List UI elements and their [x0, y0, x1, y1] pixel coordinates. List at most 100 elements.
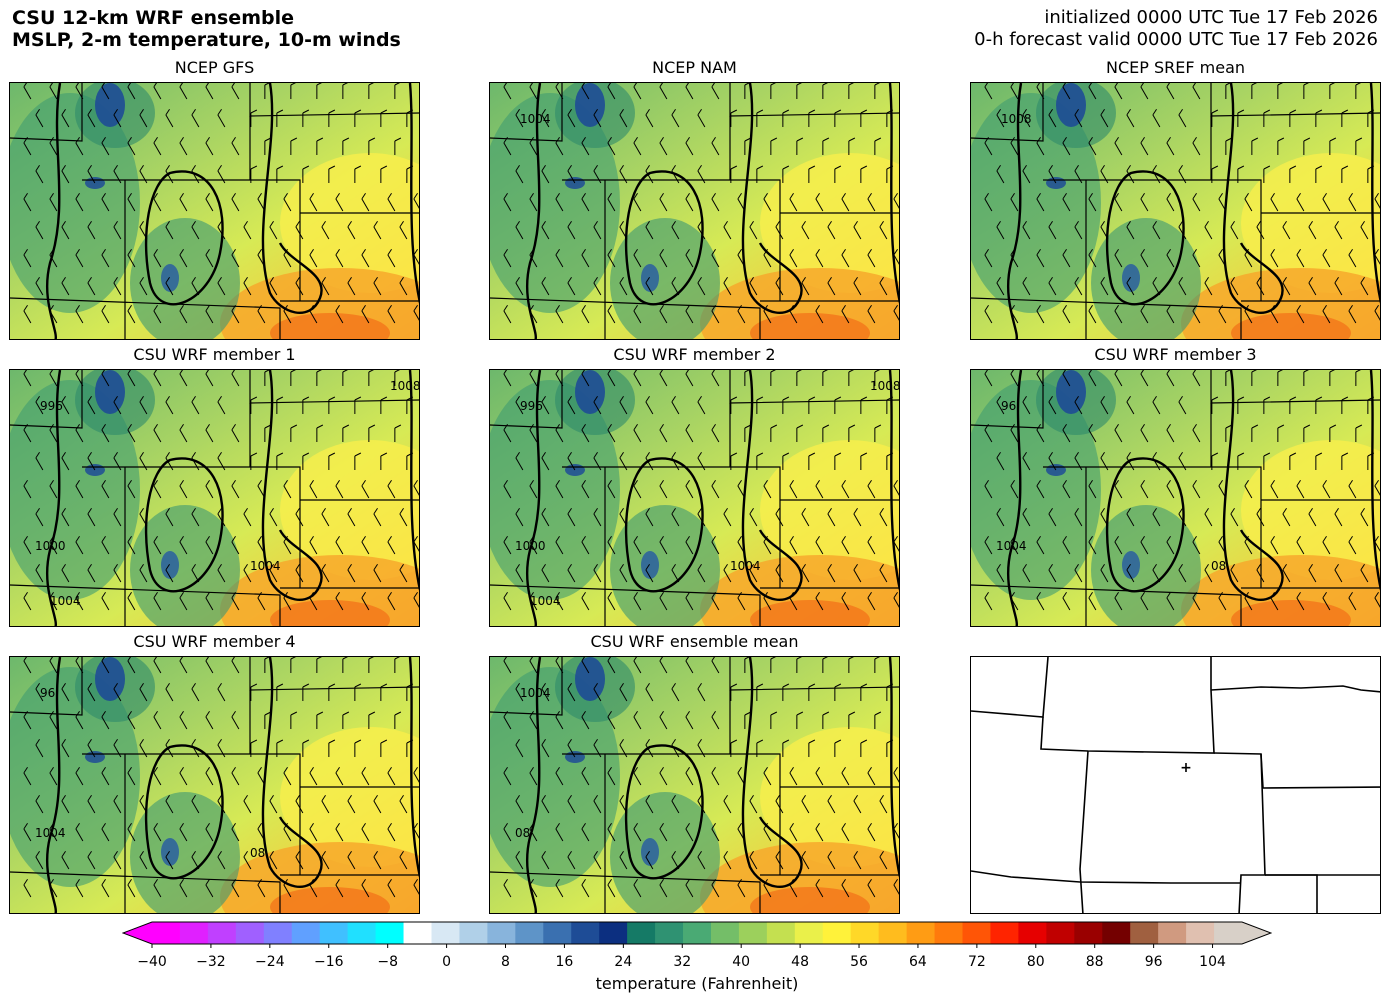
panel-csu-wrf-ensemble-mean: CSU WRF ensemble mean 1004 08 [489, 633, 900, 914]
colorbar-swatch [906, 922, 936, 944]
colorbar-swatch [291, 922, 321, 944]
state-border [1238, 753, 1266, 913]
colorbar-swatch [1046, 922, 1075, 944]
isobar-label: 1004 [520, 112, 551, 126]
domain-map-svg: + [971, 657, 1380, 913]
colorbar-swatch [1186, 922, 1215, 944]
colorbar-swatch [1130, 922, 1159, 944]
colorbar-tick-label: −24 [255, 954, 285, 970]
colorbar-swatch [375, 922, 405, 944]
map-ncep-nam: 1004 [489, 82, 900, 340]
colorbar-svg [121, 921, 1273, 948]
panel-title: CSU WRF member 1 [133, 345, 296, 364]
colorbar-swatch [263, 922, 293, 944]
colorbar-swatch [152, 922, 181, 944]
colorbar-swatch [403, 922, 433, 944]
isobar-label: 1004 [35, 826, 66, 840]
isobar-label: 1004 [50, 594, 81, 608]
panel-ncep-sref-mean: NCEP SREF mean 1008 [970, 59, 1381, 340]
colorbar-tick-label: −40 [137, 954, 167, 970]
panel-title: CSU WRF member 3 [1094, 345, 1257, 364]
init-time: initialized 0000 UTC Tue 17 Feb 2026 [1044, 7, 1378, 28]
colorbar-tick-label: 88 [1085, 954, 1104, 970]
colorbar-outline [121, 921, 1273, 945]
colorbar-tick-label: 80 [1026, 954, 1045, 970]
panel-domain-map: + [970, 656, 1381, 914]
isobar-label: 1004 [520, 686, 551, 700]
isobar-label: 08 [1211, 559, 1226, 573]
map-ensemble-mean: 1004 08 [489, 656, 900, 914]
isobar-label: 1008 [390, 379, 420, 393]
colorbar-tick-label: 16 [555, 954, 574, 970]
valid-time: 0-h forecast valid 0000 UTC Tue 17 Feb 2… [974, 29, 1378, 50]
state-border [1210, 685, 1380, 693]
isobar-label: 1004 [530, 594, 561, 608]
isobar-label: 1004 [996, 539, 1027, 553]
isobar-label: 96 [1001, 399, 1016, 413]
panel-title: CSU WRF member 2 [613, 345, 776, 364]
colorbar-min-arrow [122, 922, 152, 944]
colorbar-swatch [207, 922, 237, 944]
colorbar-tick-label: 48 [791, 954, 810, 970]
colorbar-swatch [655, 922, 684, 944]
colorbar-swatch [179, 922, 209, 944]
map-member-3: 96 1004 08 [970, 369, 1381, 627]
panel-csu-wrf-member-2: CSU WRF member 2 996 1000 1004 1004 1008 [489, 346, 900, 627]
isobar-label: 996 [40, 399, 63, 413]
map-field-svg: 1004 [490, 83, 899, 339]
colorbar-swatch [683, 922, 712, 944]
colorbar-swatch [738, 922, 768, 944]
colorbar-tick-label: 8 [501, 954, 510, 970]
state-border [1079, 750, 1089, 913]
colorbar-tick-label: 72 [967, 954, 986, 970]
panel-title: NCEP NAM [652, 58, 737, 77]
panel-title: CSU WRF ensemble mean [590, 632, 799, 651]
colorbar-tick-label: −32 [196, 954, 226, 970]
title-line-model: CSU 12-km WRF ensemble [12, 7, 294, 29]
title-line-fields: MSLP, 2-m temperature, 10-m winds [12, 29, 401, 51]
colorbar-swatch [962, 922, 992, 944]
isobar-label: 996 [520, 399, 543, 413]
isobar-label: 1008 [870, 379, 900, 393]
map-member-4: 96 1004 08 [9, 656, 420, 914]
colorbar-tick-label: 104 [1199, 954, 1226, 970]
colorbar-tick-label: 64 [909, 954, 927, 970]
colorbar-swatch [1158, 922, 1187, 944]
panel-title: CSU WRF member 4 [133, 632, 296, 651]
colorbar-swatch [235, 922, 265, 944]
map-ncep-gfs [9, 82, 420, 340]
map-field-svg: 96 1004 08 [971, 370, 1380, 626]
panel-ncep-nam: NCEP NAM 1004 [489, 59, 900, 340]
colorbar-swatch [627, 922, 656, 944]
colorbar-tick-label: 56 [850, 954, 868, 970]
colorbar-swatch [850, 922, 880, 944]
panel-csu-wrf-member-3: CSU WRF member 3 96 1004 08 [970, 346, 1381, 627]
colorbar-swatch [990, 922, 1020, 944]
colorbar-swatch [822, 922, 852, 944]
location-marker-icon: + [1180, 760, 1192, 776]
map-field-svg: 1004 08 [490, 657, 899, 913]
colorbar-swatch [710, 922, 740, 944]
colorbar-swatch [319, 922, 349, 944]
colorbar-tick-label: 40 [732, 954, 751, 970]
colorbar-swatch [599, 922, 628, 944]
panel-csu-wrf-member-1: CSU WRF member 1 996 1000 1004 1004 1008 [9, 346, 420, 627]
panel-title: NCEP SREF mean [1105, 58, 1246, 77]
colorbar-max-arrow [1242, 922, 1272, 944]
map-field-svg: 1008 [971, 83, 1380, 339]
colorbar-swatch [794, 922, 824, 944]
map-field-svg [10, 83, 419, 339]
colorbar-swatch [878, 922, 908, 944]
isobar-label: 96 [40, 686, 55, 700]
colorbar-swatch [431, 922, 461, 944]
map-ncep-sref-mean: 1008 [970, 82, 1381, 340]
forecast-info: initialized 0000 UTC Tue 17 Feb 2026 0-h… [974, 7, 1378, 51]
colorbar-tick-label: −8 [377, 954, 398, 970]
state-border [1040, 657, 1215, 754]
panel-csu-wrf-member-4: CSU WRF member 4 96 1004 08 [9, 633, 420, 914]
state-border [971, 870, 1241, 884]
colorbar-swatch [766, 922, 796, 944]
map-member-2: 996 1000 1004 1004 1008 [489, 369, 900, 627]
panel-ncep-gfs: NCEP GFS [9, 59, 420, 340]
isobar-label: 08 [515, 826, 530, 840]
